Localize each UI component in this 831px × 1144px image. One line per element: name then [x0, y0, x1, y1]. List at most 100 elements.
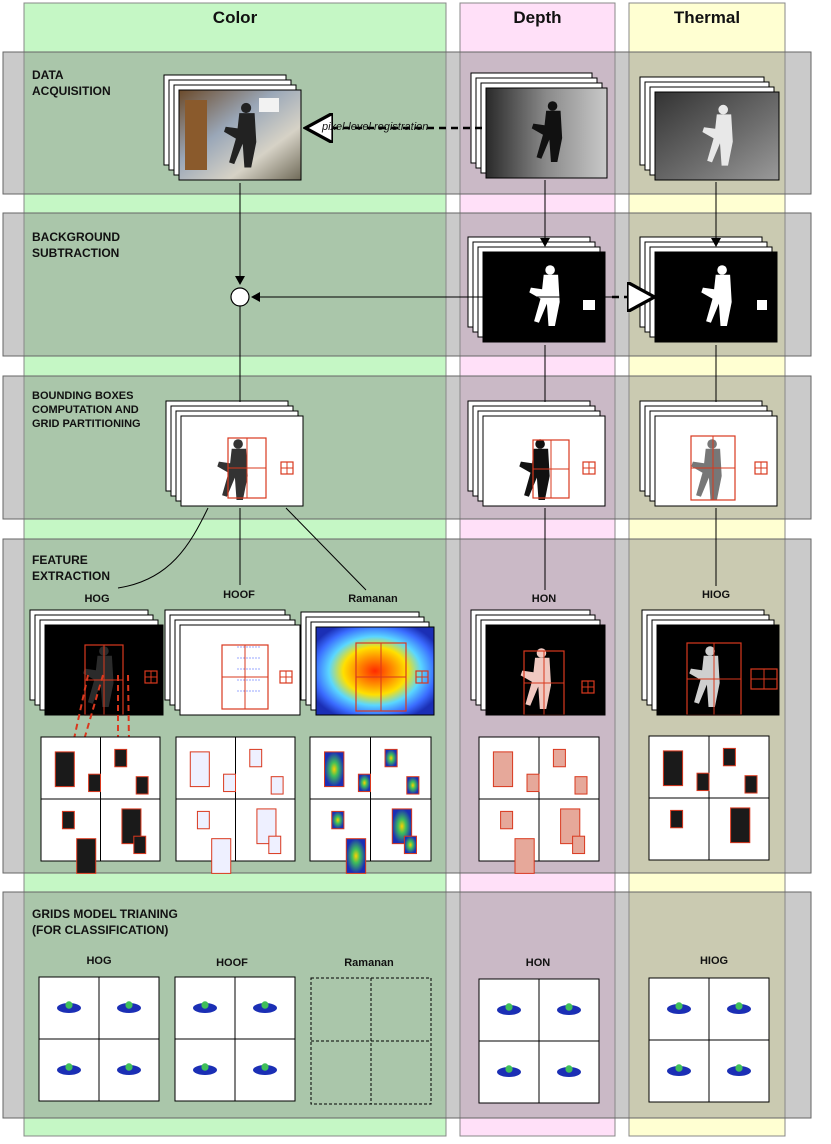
training-label-ramanan: Ramanan — [344, 957, 394, 969]
model-heat-peak — [675, 1002, 683, 1010]
stack-front-border — [485, 624, 606, 716]
model-heat-peak — [125, 1001, 133, 1009]
flow-dot — [237, 679, 239, 681]
feature-patch — [662, 750, 684, 787]
ramanan-feature-stack — [300, 611, 435, 716]
flow-dot — [243, 657, 245, 659]
flow-dot — [252, 657, 254, 659]
model-heat-peak — [735, 1064, 743, 1072]
feature-patch — [324, 751, 345, 788]
fusion-node — [230, 287, 250, 307]
stack-front-border — [654, 415, 778, 507]
person-head — [536, 648, 547, 658]
feature-patch — [256, 808, 277, 845]
person-body — [519, 448, 550, 500]
flow-dot — [255, 679, 257, 681]
feature-patch — [526, 773, 540, 793]
hog-feature-stack — [29, 609, 164, 716]
training-label-hiog: HIOG — [699, 955, 729, 967]
feature-patch — [384, 748, 398, 768]
mask-blob — [757, 300, 767, 310]
feature-patch — [572, 835, 586, 855]
hog-model-grid — [38, 976, 160, 1102]
connector-hog-cell — [71, 674, 89, 749]
feature-patch — [345, 838, 367, 874]
feature-patch — [88, 773, 101, 793]
depth-mask-stack — [467, 236, 606, 343]
flow-dot — [243, 668, 245, 670]
flow-dot — [240, 646, 242, 648]
feature-patch — [133, 835, 147, 855]
thermal-acquisition-stack — [639, 76, 780, 181]
model-heat-peak — [65, 1063, 73, 1071]
hoof-model-grid — [174, 976, 296, 1102]
color-acquisition-stack — [163, 74, 302, 181]
ramanan-model-grid — [310, 977, 432, 1105]
depth-bbox-stack — [467, 400, 606, 507]
feature-patch — [722, 747, 736, 767]
model-heat-peak — [675, 1064, 683, 1072]
person-body — [531, 110, 563, 162]
feature-patch — [223, 773, 237, 793]
person-head — [705, 646, 715, 656]
feature-patch — [391, 808, 413, 845]
flow-dot — [249, 657, 251, 659]
feature-patch — [670, 809, 684, 829]
flow-dot — [258, 679, 260, 681]
stack-front-border — [315, 626, 435, 716]
feature-patch — [76, 838, 97, 874]
hiog-feature-stack — [641, 609, 780, 716]
column-title-depth: Depth — [513, 8, 562, 27]
flow-dot — [255, 668, 257, 670]
image-stacks — [29, 72, 780, 716]
mask-blob — [583, 300, 595, 310]
feature-patch — [114, 748, 128, 768]
flow-dot — [249, 679, 251, 681]
column-title-thermal: Thermal — [673, 8, 741, 27]
flow-dot — [237, 646, 239, 648]
person-body — [691, 448, 722, 500]
stack-front-image — [486, 625, 605, 716]
training-label-hog: HOG — [86, 955, 112, 967]
hiog-feature-grid — [648, 735, 770, 861]
feature-patch — [696, 772, 710, 792]
person-body — [224, 113, 257, 168]
stack-front-image — [181, 416, 303, 506]
flow-dot — [255, 657, 257, 659]
person-body — [689, 655, 720, 707]
stack-front-border — [179, 624, 301, 716]
feature-patch — [403, 835, 417, 855]
stack-front-image — [655, 92, 779, 180]
column-title-color: Color — [212, 8, 258, 27]
depth-column-bg — [459, 2, 616, 1137]
model-heat-peak — [261, 1063, 269, 1071]
flow-dot — [246, 690, 248, 692]
feature-patch — [135, 776, 149, 795]
flow-dot — [249, 646, 251, 648]
model-heat-peak — [505, 1003, 513, 1011]
feature-patch — [357, 773, 371, 793]
flow-dot — [243, 690, 245, 692]
hon-model-grid — [478, 978, 600, 1104]
thermal-bbox-stack — [639, 400, 778, 507]
grid-panels — [38, 735, 770, 1105]
person-head — [241, 102, 252, 114]
connector-bbox-to-hog — [117, 507, 209, 589]
person-body — [702, 114, 733, 166]
window — [259, 98, 279, 112]
feature-patch — [61, 810, 75, 830]
stack-front-border — [44, 624, 164, 716]
stack-front-image — [179, 90, 301, 180]
feature-patch — [196, 810, 210, 830]
hoof-feature-stack — [164, 609, 301, 716]
model-heat-peak — [125, 1063, 133, 1071]
flow-dot — [258, 646, 260, 648]
feature-patch — [514, 838, 535, 874]
feature-patch — [189, 751, 210, 788]
model-heat-peak — [505, 1065, 513, 1073]
model-heat-peak — [565, 1003, 573, 1011]
stage-label-background-subtraction: BACKGROUND SUBTRACTION — [32, 230, 120, 260]
person-body — [217, 448, 248, 500]
person-head — [547, 101, 558, 111]
